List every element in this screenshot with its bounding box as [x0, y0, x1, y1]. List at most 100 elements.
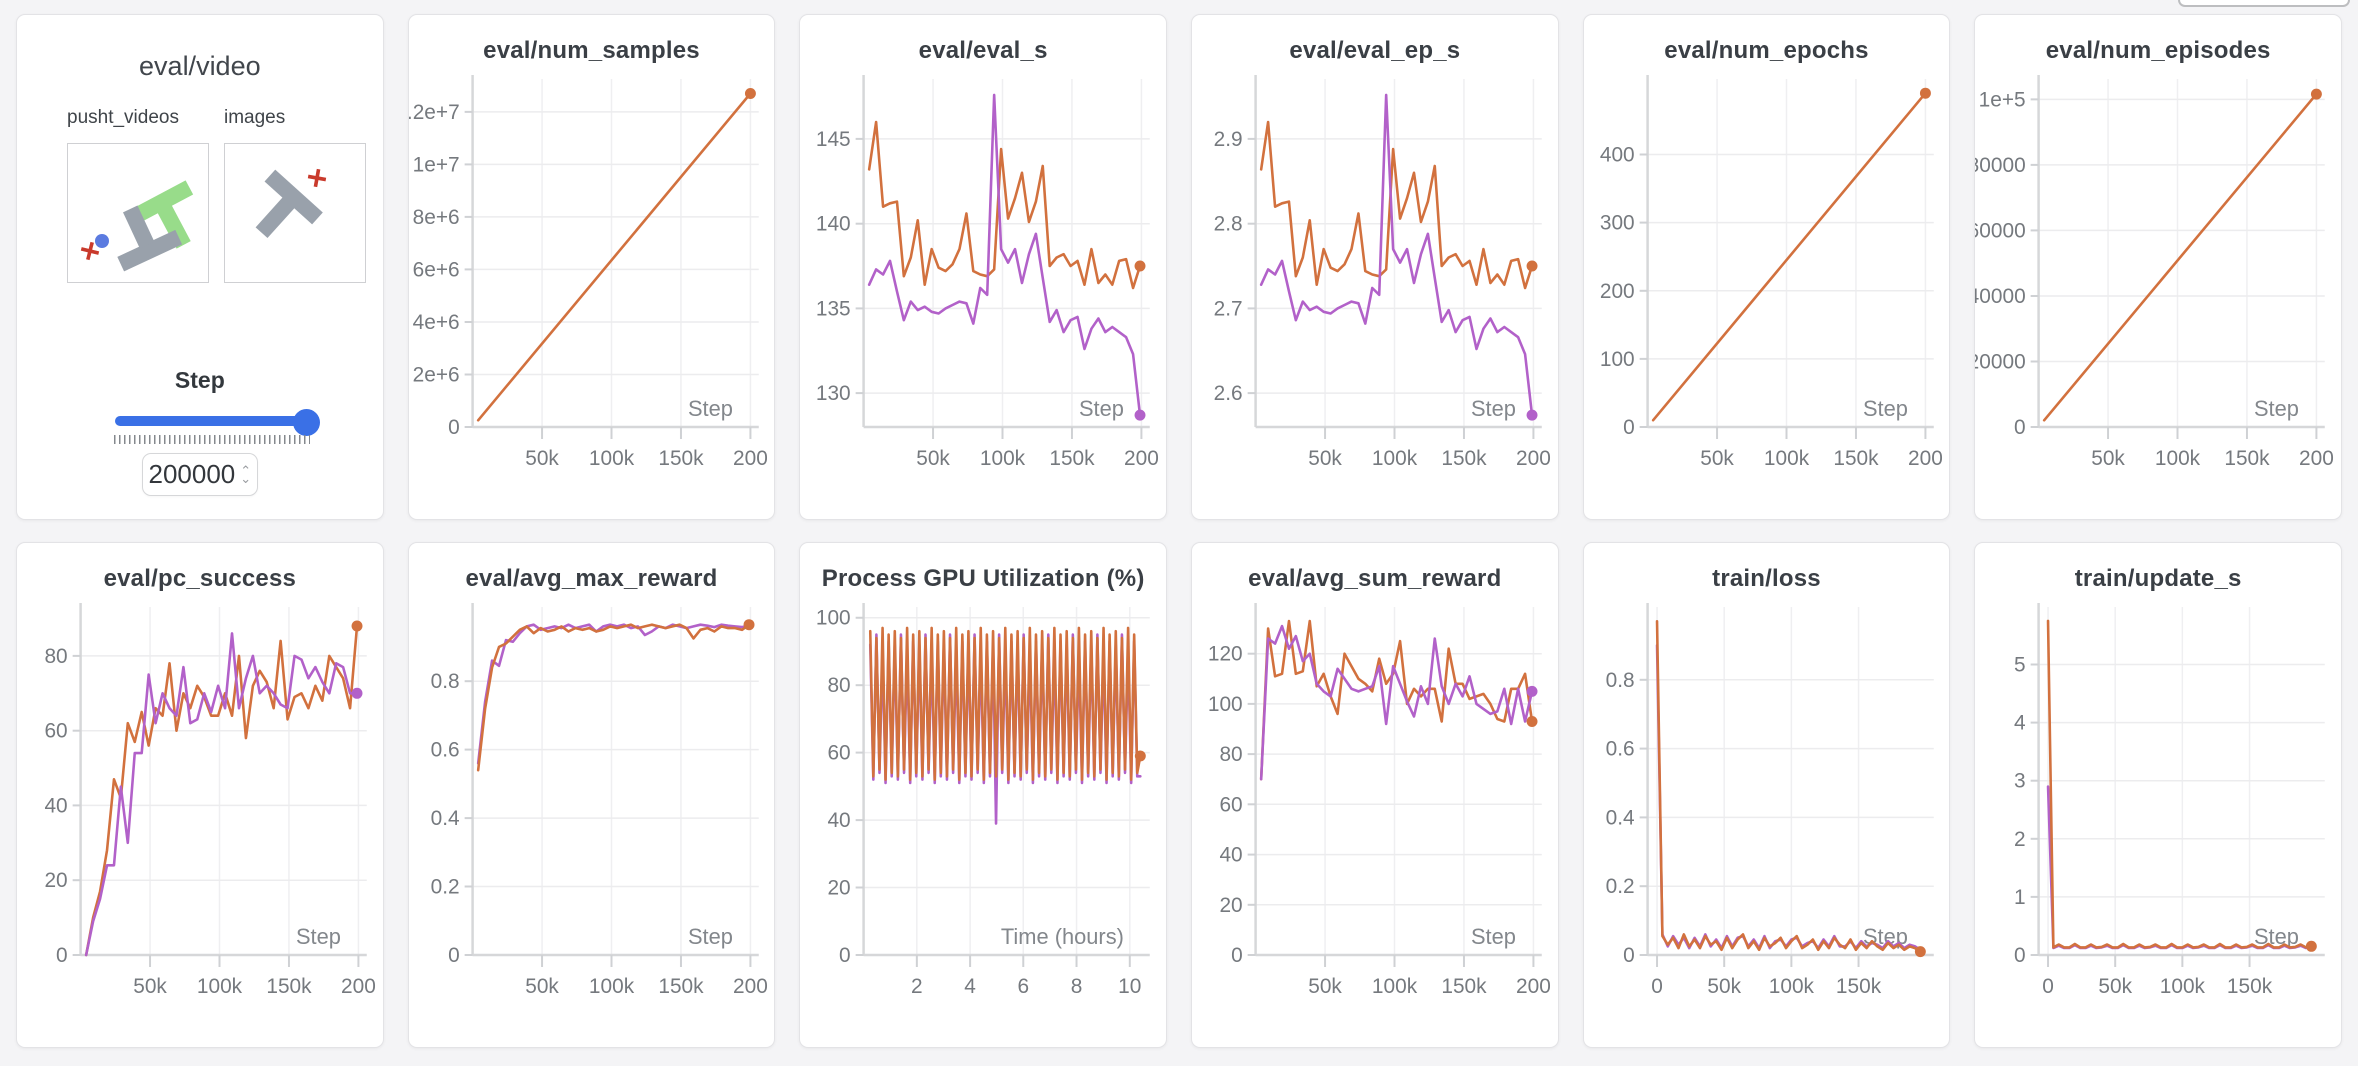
y-tick-label: 0	[1623, 416, 1635, 439]
y-tick-label: 0	[448, 416, 460, 439]
x-tick-label: 50k	[133, 975, 167, 998]
chart-eval-pc-success[interactable]: 50k 100k 150k 200 0 20 40 60 80 Step	[17, 599, 383, 1031]
x-tick-label: 100k	[589, 975, 635, 998]
x-tick-label: 200	[1516, 975, 1551, 998]
y-tick-label: 2e+6	[412, 363, 459, 386]
panel-gpu-utilization[interactable]: Process GPU Utilization (%) 2 4 6 8 10 0 20 40 6…	[799, 542, 1167, 1048]
images-thumbnail[interactable]	[224, 143, 366, 283]
step-number-input[interactable]: 200000 ⌃ ⌄	[141, 453, 258, 496]
chart-title: eval/pc_success	[103, 565, 297, 592]
chart-title: eval/num_epochs	[1664, 37, 1869, 64]
x-tick-label: 50k	[1707, 975, 1741, 998]
panel-eval-pc-success[interactable]: eval/pc_success 50k 100k 150k 200 0 20 40 60 80 S…	[16, 542, 384, 1048]
step-value: 200000	[148, 459, 236, 489]
y-tick-label: 0	[2014, 416, 2026, 439]
y-tick-label: 6e+6	[412, 258, 459, 281]
latest-point-dot-orange	[743, 619, 755, 631]
y-tick-label: 300	[1600, 212, 1635, 235]
y-tick-label: 40	[44, 794, 67, 817]
chart-title: eval/num_samples	[483, 37, 700, 64]
x-axis-title: Step	[2254, 924, 2299, 949]
x-tick-label: 8	[1071, 975, 1083, 998]
x-tick-label: 150k	[1836, 975, 1882, 998]
x-tick-label: 100k	[2155, 447, 2201, 470]
latest-point-dot-orange	[1526, 260, 1538, 272]
chart-eval-eval-s[interactable]: 50k 100k 150k 200 130 135 140 145 Step	[800, 71, 1166, 503]
x-tick-label: 200	[1124, 447, 1159, 470]
y-tick-label: 80	[828, 674, 851, 697]
chart-title: train/loss	[1712, 565, 1821, 592]
x-tick-label: 200	[733, 975, 768, 998]
y-tick-label: 0	[448, 944, 460, 967]
latest-point-dot-purple	[1134, 409, 1146, 421]
chart-title: eval/num_episodes	[2045, 37, 2271, 64]
chart-eval-num-episodes[interactable]: 50k 100k 150k 200 0 20000 40000 60000 80000 1e+5 S…	[1975, 71, 2341, 503]
y-tick-label: 60000	[1975, 219, 2026, 242]
x-axis-title: Step	[688, 924, 733, 949]
latest-point-dot-orange	[2306, 940, 2318, 952]
y-tick-label: 0	[839, 944, 851, 967]
panel-eval-eval-s[interactable]: eval/eval_s 50k 100k 150k 200 130 135 140 145 St…	[799, 14, 1167, 520]
chart-eval-avg-sum-reward[interactable]: 50k 100k 150k 200 0 20 40 60 80 100 120 Step	[1192, 599, 1558, 1031]
chart-eval-num-epochs[interactable]: 50k 100k 150k 200 0 100 200 300 400 Step	[1584, 71, 1950, 503]
y-tick-label: 0.4	[1605, 806, 1634, 829]
x-axis-title: Step	[1079, 396, 1124, 421]
series-line-purple	[1655, 644, 1922, 952]
y-tick-label: 120	[1208, 643, 1243, 666]
series-line-purple	[84, 632, 359, 957]
chart-eval-eval-ep-s[interactable]: 50k 100k 150k 200 2.6 2.7 2.8 2.9 Step	[1192, 71, 1558, 503]
x-tick-label: 50k	[1308, 975, 1342, 998]
y-tick-label: 1	[2014, 886, 2026, 909]
series-line-purple	[1259, 93, 1534, 417]
media-panel-title: eval/video	[139, 51, 261, 81]
x-axis-title: Step	[688, 396, 733, 421]
stepper-arrows-icon[interactable]: ⌃ ⌄	[240, 462, 252, 486]
latest-point-dot-purple	[1526, 409, 1538, 421]
green-t-shape	[129, 180, 194, 249]
x-tick-label: 100k	[1768, 975, 1814, 998]
chart-title: eval/eval_s	[918, 37, 1048, 64]
series-line-orange	[868, 120, 1142, 290]
chart-eval-avg-max-reward[interactable]: 50k 100k 150k 200 0 0.2 0.4 0.6 0.8 Step	[409, 599, 775, 1031]
panel-train-update-s[interactable]: train/update_s 0 50k 100k 150k 0 1 2 3 4 5 Step	[1974, 542, 2342, 1048]
panel-eval-num-samples[interactable]: eval/num_samples 50k 100k 150k 200 0 2e+6 4e+6…	[407, 14, 776, 520]
x-tick-label: 0	[1651, 975, 1663, 998]
y-tick-label: 40000	[1975, 285, 2026, 308]
x-tick-label: 150k	[1441, 447, 1487, 470]
media-key-label: images	[224, 107, 286, 128]
panel-train-loss[interactable]: train/loss 0 50k 100k 150k 0 0.2 0.4 0.6 0.8 Step	[1582, 542, 1951, 1048]
y-tick-label: 0	[1231, 944, 1243, 967]
panel-eval-video[interactable]: eval/video pusht_videos images	[16, 14, 384, 520]
y-tick-label: 2	[2014, 828, 2026, 851]
panel-eval-num-episodes[interactable]: eval/num_episodes 50k 100k 150k 200 0 20000 40…	[1974, 14, 2342, 520]
x-tick-label: 50k	[2099, 975, 2133, 998]
y-tick-label: 40	[828, 809, 851, 832]
latest-point-dot-orange	[1135, 750, 1147, 762]
y-tick-label: 100	[1600, 348, 1635, 371]
panel-eval-avg-sum-reward[interactable]: eval/avg_sum_reward 50k 100k 150k 200 0 20 40 6…	[1190, 542, 1559, 1048]
x-tick-label: 150k	[1833, 447, 1879, 470]
latest-point-dot-purple	[1526, 685, 1538, 697]
x-tick-label: 100k	[197, 975, 243, 998]
step-slider-thumb[interactable]	[293, 409, 320, 436]
series-line-orange	[1651, 91, 1927, 422]
panel-eval-eval-ep-s[interactable]: eval/eval_ep_s 50k 100k 150k 200 2.6 2.7 2.8 2.…	[1190, 14, 1559, 520]
series-line-orange	[2047, 619, 2313, 949]
x-tick-label: 150k	[2227, 975, 2273, 998]
pusht-video-thumbnail[interactable]	[67, 143, 209, 283]
x-tick-label: 4	[965, 975, 977, 998]
x-tick-label: 100k	[1372, 975, 1418, 998]
step-slider-track[interactable]	[115, 416, 312, 426]
series-line-orange	[84, 624, 359, 957]
panel-eval-num-epochs[interactable]: eval/num_epochs 50k 100k 150k 200 0 100 200 300…	[1582, 14, 1951, 520]
x-tick-label: 100k	[1372, 447, 1418, 470]
panel-eval-avg-max-reward[interactable]: eval/avg_max_reward 50k 100k 150k 200 0 0.2 0.…	[407, 542, 776, 1048]
chart-train-update-s[interactable]: 0 50k 100k 150k 0 1 2 3 4 5 Step	[1975, 599, 2341, 1031]
chart-eval-num-samples[interactable]: 50k 100k 150k 200 0 2e+6 4e+6 6e+6 8e+6 1e+7 1.2e+…	[409, 71, 775, 503]
latest-point-dot-orange	[1526, 716, 1538, 727]
clipped-panel-edge	[2178, 0, 2350, 7]
y-tick-label: 0.6	[430, 739, 459, 762]
step-slider-ruler-ticks	[114, 435, 310, 444]
